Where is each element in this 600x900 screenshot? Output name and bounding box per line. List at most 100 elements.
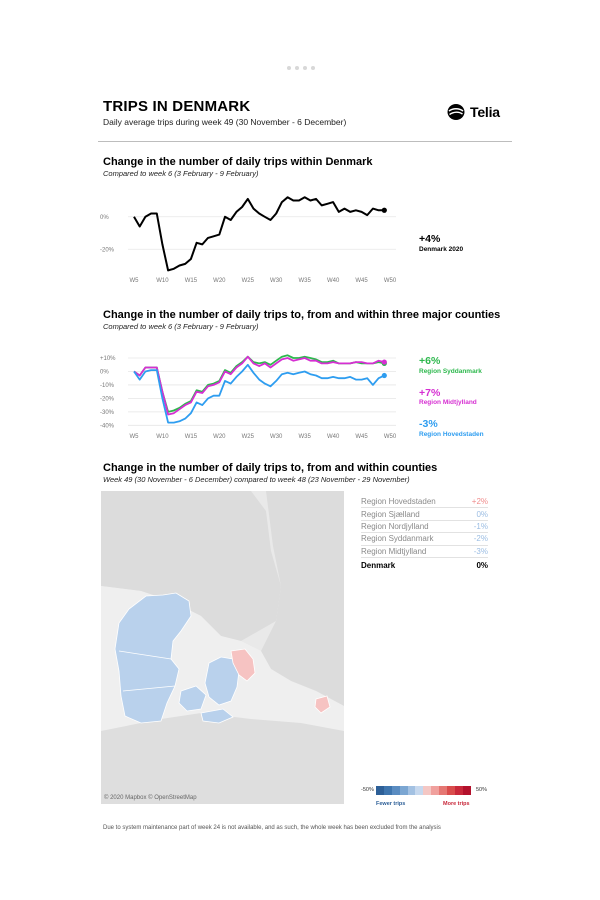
chart1-end-sublabel: Denmark 2020 <box>419 246 464 253</box>
series-line <box>133 355 385 416</box>
page-subtitle: Daily average trips during week 49 (30 N… <box>103 117 347 127</box>
scale-swatch <box>462 786 471 795</box>
more-trips-label: More trips <box>443 801 470 807</box>
chart2-subtitle: Compared to week 6 (3 February - 9 Febru… <box>103 322 259 331</box>
scale-swatch <box>376 786 384 795</box>
x-tick-label: W25 <box>242 278 255 284</box>
region-value: 0% <box>476 509 488 519</box>
region-name: Region Syddanmark <box>361 534 434 544</box>
y-tick-label: -40% <box>100 423 115 429</box>
y-tick-label: -30% <box>100 410 115 416</box>
region-row-hovedstaden: Region Hovedstaden +2% <box>361 496 488 509</box>
x-tick-label: W15 <box>185 434 198 440</box>
x-tick-label: W20 <box>213 434 226 440</box>
fewer-trips-label: Fewer trips <box>376 801 406 807</box>
denmark-map[interactable] <box>101 491 344 804</box>
y-tick-label: -20% <box>100 396 115 402</box>
sweden-land <box>261 491 344 706</box>
logo-text: Telia <box>470 104 500 120</box>
header-divider <box>98 141 512 142</box>
chart1-subtitle: Compared to week 6 (3 February - 9 Febru… <box>103 169 259 178</box>
chart1-title: Change in the number of daily trips with… <box>103 156 373 168</box>
region-row-midtjylland: Region Midtjylland -3% <box>361 546 488 558</box>
map-svg <box>101 491 344 804</box>
scale-min-label: -50% <box>361 787 374 793</box>
x-tick-label: W30 <box>270 434 283 440</box>
region-row-nordjylland: Region Nordjylland -1% <box>361 521 488 534</box>
germany-land <box>101 713 344 804</box>
map-credit: © 2020 Mapbox © OpenStreetMap <box>104 795 197 801</box>
total-value: 0% <box>476 561 488 571</box>
x-tick-label: W10 <box>156 434 169 440</box>
carousel-dot[interactable] <box>295 66 299 70</box>
scale-swatch <box>423 786 432 795</box>
lolland-island[interactable] <box>200 708 234 724</box>
map-title: Change in the number of daily trips to, … <box>103 462 438 474</box>
scale-swatch <box>391 786 400 795</box>
scale-swatch <box>415 786 424 795</box>
carousel-dots[interactable] <box>287 66 315 70</box>
hovedstaden-value: -3% <box>419 418 438 430</box>
x-tick-label: W45 <box>355 278 368 284</box>
chart1-plot: 0% -20% W5 W10 W15 W20 W25 W30 W35 W40 W45 W50 <box>100 196 397 284</box>
syddanmark-label: Region Syddanmark <box>419 368 482 375</box>
y-tick-label: -20% <box>100 247 115 253</box>
x-tick-label: W5 <box>130 434 140 440</box>
bornholm-island[interactable] <box>314 695 331 714</box>
series-line <box>133 363 385 424</box>
series-end-point <box>381 207 387 213</box>
midtjylland-value: +7% <box>419 387 441 399</box>
x-tick-label: W45 <box>355 434 368 440</box>
x-tick-label: W25 <box>242 434 255 440</box>
total-name: Denmark <box>361 561 396 571</box>
funen-island[interactable] <box>178 685 207 712</box>
scale-swatch <box>383 786 392 795</box>
scale-swatch <box>431 786 440 795</box>
region-value: -2% <box>473 534 488 544</box>
map-subtitle: Week 49 (30 November - 6 December) compa… <box>103 475 410 484</box>
zealand-region[interactable] <box>204 656 240 706</box>
midtjylland-label: Region Midtjylland <box>419 399 477 406</box>
y-tick-label: -10% <box>100 383 115 389</box>
region-value: -1% <box>473 521 488 531</box>
region-name: Region Sjælland <box>361 509 420 519</box>
region-row-total: Denmark 0% <box>361 559 488 573</box>
series-line <box>133 196 385 272</box>
carousel-dot[interactable] <box>311 66 315 70</box>
x-tick-label: W15 <box>185 278 198 284</box>
hovedstaden-label: Region Hovedstaden <box>419 431 484 438</box>
region-name: Region Nordjylland <box>361 521 429 531</box>
page-title: TRIPS IN DENMARK <box>103 98 251 115</box>
chart1-end-label: +4% <box>419 233 441 245</box>
x-tick-label: W20 <box>213 278 226 284</box>
telia-pebble-icon <box>447 104 465 120</box>
hovedstaden-region[interactable] <box>230 648 256 682</box>
series-end-point <box>381 359 387 365</box>
carousel-dot[interactable] <box>287 66 291 70</box>
series-end-point <box>381 372 387 379</box>
x-tick-label: W30 <box>270 278 283 284</box>
color-scale-bar <box>376 786 471 795</box>
x-tick-label: W5 <box>130 278 140 284</box>
chart2-plot: +10% 0% -10% -20% -30% -40% W5 W10 W15 W20 W25 W30 W… <box>100 354 397 440</box>
carousel-dot[interactable] <box>303 66 307 70</box>
region-value: -3% <box>473 546 488 556</box>
x-tick-label: W40 <box>327 434 340 440</box>
jutland-region[interactable] <box>114 592 192 724</box>
x-tick-label: W50 <box>384 278 397 284</box>
region-value: +2% <box>471 497 488 507</box>
region-name: Region Midtjylland <box>361 546 427 556</box>
x-tick-label: W35 <box>298 278 311 284</box>
region-table: Region Hovedstaden +2% Region Sjælland 0… <box>361 496 488 573</box>
y-tick-label: 0% <box>100 369 109 375</box>
region-row-sjaelland: Region Sjælland 0% <box>361 508 488 521</box>
footnote: Due to system maintenance part of week 2… <box>103 825 441 831</box>
x-tick-label: W10 <box>156 278 169 284</box>
y-tick-label: 0% <box>100 215 109 221</box>
scale-swatch <box>454 786 463 795</box>
scale-swatch <box>399 786 408 795</box>
region-name: Region Hovedstaden <box>361 497 436 507</box>
scale-swatch <box>407 786 416 795</box>
telia-logo: Telia <box>446 102 500 122</box>
y-tick-label: +10% <box>100 356 116 362</box>
